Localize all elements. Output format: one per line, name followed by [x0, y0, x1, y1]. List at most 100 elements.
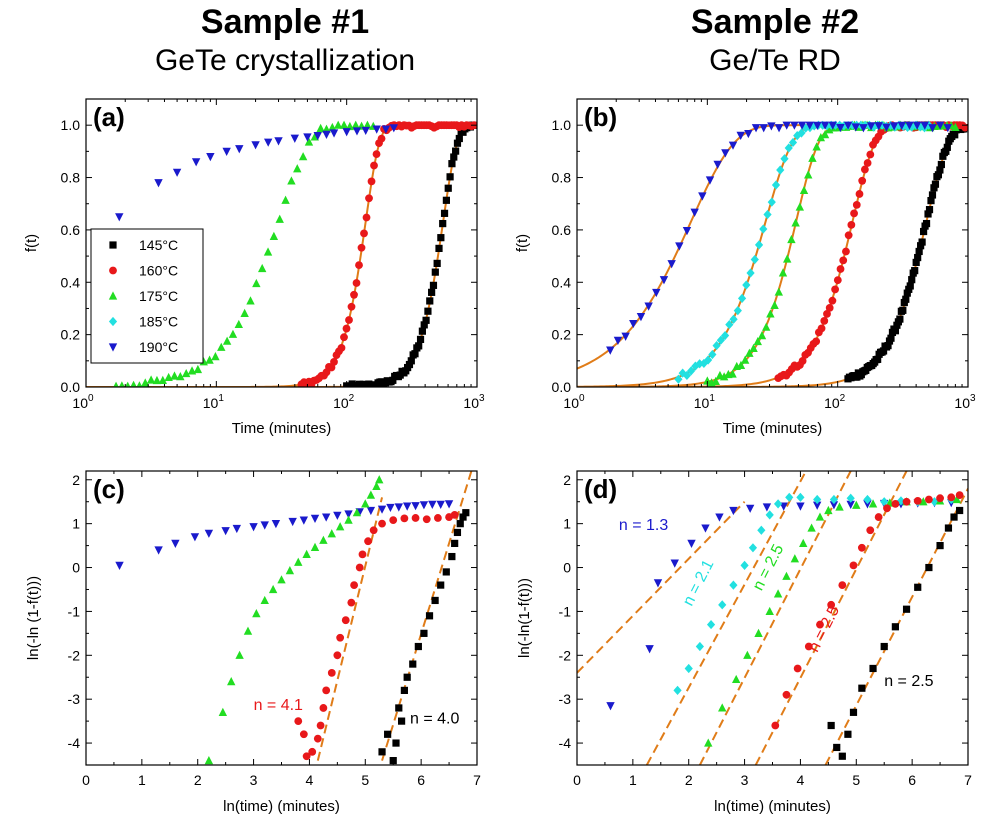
- data-point: [333, 651, 342, 660]
- data-point: [771, 180, 781, 190]
- data-point: [744, 129, 753, 139]
- data-point: [902, 295, 910, 303]
- data-point: [711, 376, 720, 386]
- data-point: [728, 141, 738, 150]
- data-point: [695, 641, 704, 652]
- panel-label: (d): [584, 474, 617, 504]
- data-point: [763, 209, 772, 220]
- data-point: [392, 739, 400, 747]
- data-point: [206, 153, 215, 162]
- data-point: [439, 219, 447, 228]
- data-point: [812, 337, 821, 346]
- data-point: [227, 677, 236, 686]
- data-point: [362, 213, 371, 222]
- data-point: [795, 202, 805, 211]
- data-point: [431, 268, 439, 276]
- data-point: [176, 372, 185, 381]
- data-point: [956, 506, 964, 515]
- data-point: [831, 285, 840, 294]
- data-point: [936, 541, 944, 550]
- x-tick-label: 5: [361, 772, 369, 788]
- data-point: [274, 137, 283, 146]
- legend-marker: [108, 343, 118, 352]
- data-point: [788, 137, 798, 148]
- data-point: [943, 124, 953, 133]
- data-point: [930, 184, 938, 192]
- data-point: [369, 526, 378, 535]
- y-tick-label: 0.4: [61, 274, 81, 290]
- fit-annotation: n = 2.5: [806, 603, 844, 655]
- x-tick-label: 4: [306, 772, 314, 788]
- data-point: [674, 374, 683, 384]
- data-point: [303, 133, 312, 142]
- y-tick-label: -2: [559, 647, 572, 663]
- plot-area: [577, 471, 968, 765]
- fit-curve-175°C: [577, 124, 968, 387]
- data-point: [825, 303, 834, 312]
- x-axis-label: ln(time) (minutes): [223, 798, 340, 815]
- data-point: [855, 190, 864, 198]
- y-tick-label: -4: [559, 735, 572, 751]
- y-tick-label: 1: [563, 516, 571, 532]
- data-point: [846, 500, 855, 509]
- data-point: [842, 247, 850, 256]
- data-point: [453, 139, 462, 147]
- data-point: [787, 234, 796, 244]
- data-point: [436, 500, 445, 509]
- data-point: [824, 505, 833, 515]
- data-point: [729, 314, 738, 324]
- data-point: [416, 335, 425, 344]
- data-point: [843, 121, 853, 130]
- data-point: [914, 253, 922, 262]
- data-point: [629, 319, 638, 329]
- y-tick-label: 1.0: [552, 117, 572, 133]
- data-point: [329, 129, 339, 138]
- data-point: [426, 297, 434, 305]
- x-axis-label: Time (minutes): [723, 420, 822, 437]
- data-point: [849, 561, 858, 570]
- data-point: [687, 366, 696, 376]
- data-point: [736, 131, 745, 141]
- data-point: [790, 121, 799, 130]
- series-160°C: [774, 121, 968, 383]
- data-point: [442, 568, 450, 576]
- data-point: [835, 502, 844, 511]
- x-tick-label: 7: [964, 772, 972, 788]
- data-point: [260, 595, 269, 605]
- data-point: [218, 707, 228, 716]
- data-point: [370, 161, 378, 170]
- data-point: [759, 224, 768, 234]
- data-point: [850, 209, 858, 218]
- data-point: [805, 121, 814, 130]
- data-point: [891, 500, 900, 508]
- data-point: [691, 361, 700, 371]
- data-point: [154, 179, 163, 188]
- data-point: [902, 497, 911, 506]
- series-190°C: [606, 121, 953, 355]
- data-point: [420, 321, 428, 329]
- data-point: [232, 524, 242, 534]
- panel-c: 0 1 2 3 4 5 6 7 -4 -3 -2 -1 0 1 2 n = 4.1 n = 4.0 (c) ln(t…: [25, 470, 481, 815]
- x-tick-label: 5: [852, 772, 860, 788]
- data-point: [698, 192, 707, 201]
- data-point: [884, 341, 892, 350]
- data-point: [386, 503, 395, 513]
- series-175°C: [204, 475, 384, 765]
- data-point: [828, 296, 837, 305]
- y-tick-label: -1: [68, 603, 81, 619]
- data-point: [823, 310, 831, 318]
- data-point: [277, 575, 286, 584]
- data-point: [302, 549, 311, 558]
- data-point: [434, 514, 442, 522]
- data-point: [838, 581, 847, 589]
- y-tick-label: 0.6: [61, 222, 81, 238]
- data-point: [322, 686, 331, 695]
- data-point: [774, 287, 784, 296]
- data-point: [235, 145, 244, 154]
- data-point: [418, 327, 426, 335]
- legend-marker: [109, 266, 117, 275]
- data-point: [880, 642, 888, 651]
- data-point: [804, 642, 813, 651]
- y-tick-label: 0.4: [552, 274, 572, 290]
- series-190°C: [115, 124, 399, 222]
